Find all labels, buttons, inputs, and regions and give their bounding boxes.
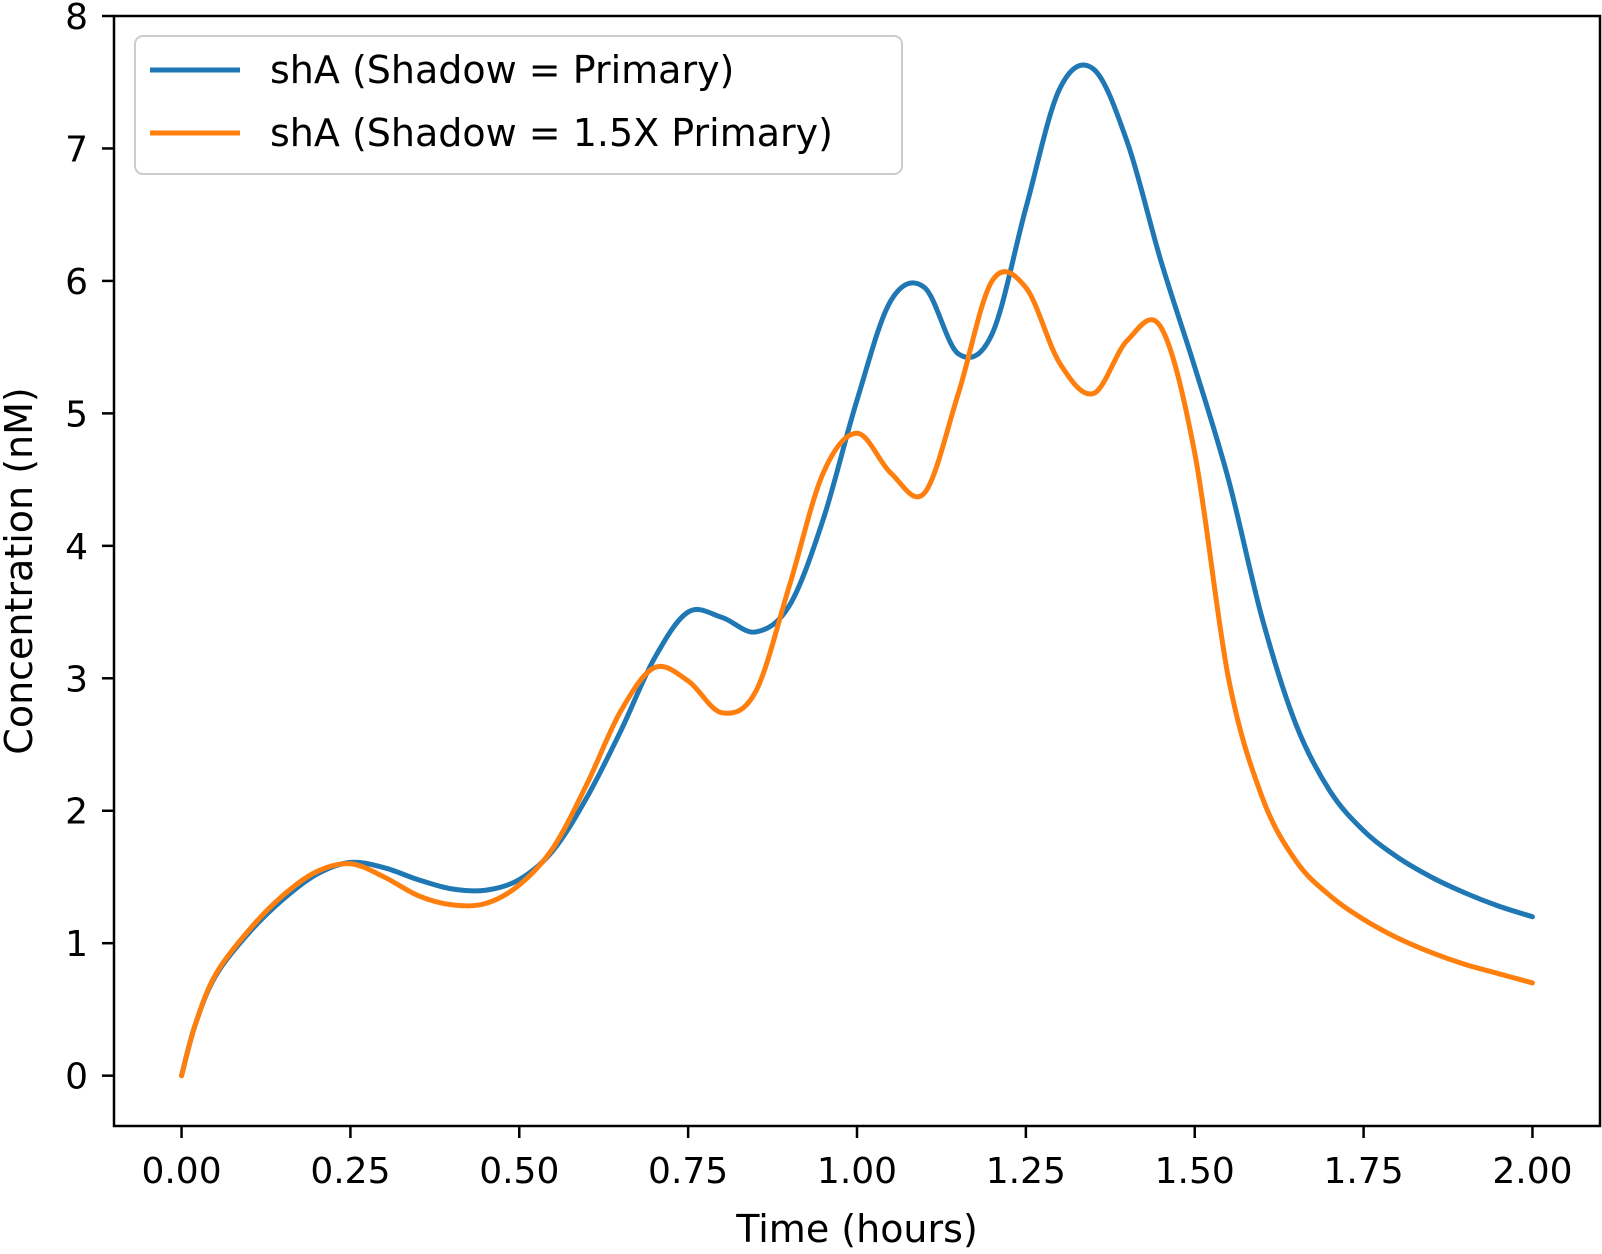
plot-area-frame bbox=[112, 14, 1602, 1128]
y-tick-label: 2 bbox=[65, 792, 88, 833]
series-line-1 bbox=[179, 269, 1535, 1079]
y-tick-label: 5 bbox=[65, 394, 88, 435]
x-tick-label: 1.50 bbox=[1155, 1151, 1235, 1192]
legend: shA (Shadow = Primary) shA (Shadow = 1.5… bbox=[134, 35, 903, 175]
y-tick-label: 4 bbox=[65, 527, 88, 568]
legend-box bbox=[134, 35, 903, 175]
x-tick-label: 0.75 bbox=[648, 1151, 728, 1192]
y-tick-label: 1 bbox=[65, 924, 88, 965]
x-tick-label: 2.00 bbox=[1492, 1151, 1572, 1192]
series-lines bbox=[179, 62, 1535, 1079]
y-tick-label: 8 bbox=[65, 0, 88, 38]
x-tick-label: 1.00 bbox=[817, 1151, 897, 1192]
y-axis-ticks: 0 1 2 3 4 5 6 7 8 bbox=[65, 0, 114, 1098]
x-tick-label: 1.25 bbox=[986, 1151, 1066, 1192]
legend-entry-0: shA (Shadow = Primary) bbox=[270, 48, 734, 92]
x-tick-label: 0.25 bbox=[310, 1151, 390, 1192]
y-tick-label: 7 bbox=[65, 129, 88, 170]
y-axis-label: Concentration (nM) bbox=[0, 387, 41, 754]
y-tick-label: 0 bbox=[65, 1057, 88, 1098]
x-axis-label: Time (hours) bbox=[735, 1207, 978, 1251]
x-axis-ticks: 0.00 0.25 0.50 0.75 1.00 1.25 1.50 1.75 2.00 bbox=[141, 1126, 1573, 1192]
x-tick-label: 1.75 bbox=[1324, 1151, 1404, 1192]
x-tick-label: 0.50 bbox=[479, 1151, 559, 1192]
x-tick-label: 0.00 bbox=[141, 1151, 221, 1192]
series-line-0 bbox=[179, 62, 1535, 1079]
legend-entry-1: shA (Shadow = 1.5X Primary) bbox=[270, 111, 833, 155]
y-tick-label: 6 bbox=[65, 262, 88, 303]
y-tick-label: 3 bbox=[65, 659, 88, 700]
